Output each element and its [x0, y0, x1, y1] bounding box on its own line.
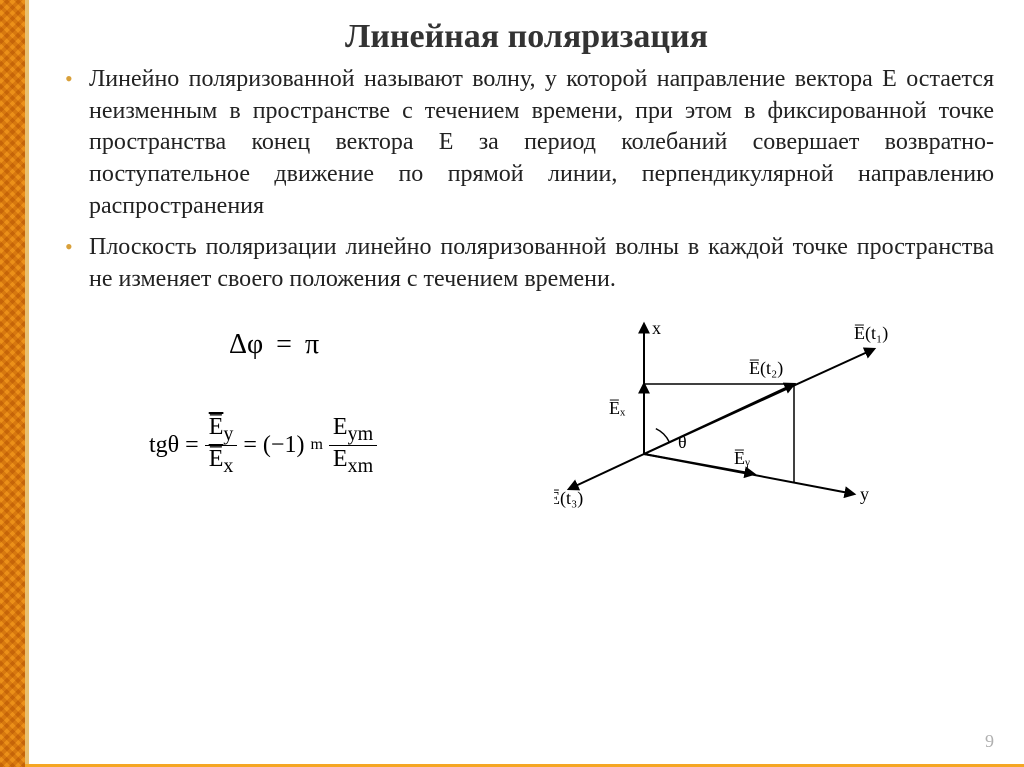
frac2-num: E — [333, 414, 348, 440]
eq2-lhs: tgθ — [149, 432, 179, 459]
svg-text:E̅(t₂): E̅(t₂) — [749, 358, 783, 379]
slide-content: Линейно поляризованной называют волну, у… — [29, 64, 1024, 574]
bullet-list: Линейно поляризованной называют волну, у… — [89, 64, 994, 296]
svg-text:E̅ₓ: E̅ₓ — [609, 398, 626, 418]
frac1-den-sub: x — [223, 454, 233, 476]
svg-text:E̅(t₃): E̅(t₃) — [554, 488, 583, 509]
equation-tg-theta: tgθ = E̅y E̅x = (−1)m Eym Exm — [149, 414, 377, 477]
eq1-op: = — [270, 329, 298, 360]
eq1-rhs: π — [305, 329, 319, 360]
eq1-lhs: Δφ — [229, 329, 263, 360]
svg-text:E̅ᵧ: E̅ᵧ — [734, 448, 750, 469]
bullet-item: Плоскость поляризации линейно поляризова… — [89, 232, 994, 295]
bullet-item: Линейно поляризованной называют волну, у… — [89, 64, 994, 222]
frac2-num-sub: ym — [348, 423, 374, 445]
svg-text:E̅(t₁): E̅(t₁) — [854, 323, 888, 344]
slide: Линейная поляризация Линейно поляризован… — [25, 0, 1024, 764]
svg-text:θ: θ — [678, 432, 687, 452]
vector-diagram: x y E̅(t₁) E̅(t₂) E̅(t₃) E̅ₓ E̅ᵧ θ — [554, 304, 914, 534]
fraction-1: E̅y E̅x — [205, 414, 238, 477]
slide-title: Линейная поляризация — [29, 18, 1024, 56]
eq2-exp: m — [310, 436, 322, 454]
side-decorative-pattern — [0, 0, 25, 767]
frac2-den: E — [333, 446, 348, 472]
frac2-den-sub: xm — [348, 454, 374, 476]
eq2-mid: = (−1) — [243, 432, 304, 459]
equals-sign: = — [185, 432, 199, 459]
page-number: 9 — [985, 731, 994, 752]
svg-text:y: y — [860, 484, 869, 504]
math-area: Δφ = π tgθ = E̅y E̅x = (−1)m — [89, 324, 994, 574]
frac1-num-sub: y — [223, 423, 233, 445]
frac1-den: E̅ — [209, 446, 224, 472]
frac1-num: E̅ — [209, 414, 224, 440]
svg-text:x: x — [652, 318, 661, 338]
fraction-2: Eym Exm — [329, 414, 377, 477]
equation-delta-phi: Δφ = π — [229, 329, 319, 361]
